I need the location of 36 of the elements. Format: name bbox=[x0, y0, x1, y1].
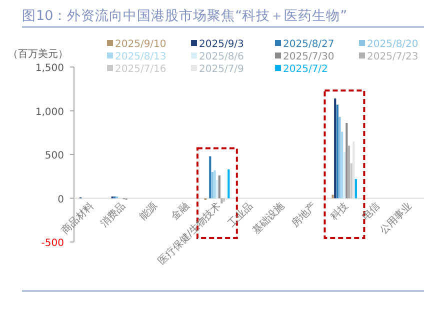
legend-label: 2025/9/3 bbox=[199, 39, 244, 50]
chart-title: 图10：外资流向中国港股市场聚焦“科技＋医药生物” bbox=[22, 8, 348, 24]
bar bbox=[352, 141, 355, 198]
x-tick-label: 电信 bbox=[360, 200, 382, 223]
bar bbox=[338, 116, 341, 198]
bar bbox=[332, 194, 334, 198]
bar bbox=[343, 152, 346, 198]
bar bbox=[211, 172, 214, 198]
x-tick-label: 房地产 bbox=[289, 200, 319, 230]
x-tick-label: 金融 bbox=[168, 200, 192, 223]
x-tick-label: 消费品 bbox=[98, 200, 128, 230]
y-tick-label: 1,000 bbox=[35, 106, 64, 118]
bar bbox=[209, 156, 212, 198]
bar bbox=[228, 169, 230, 198]
y-axis-title: （百万美元） bbox=[8, 48, 68, 60]
bar bbox=[354, 179, 357, 198]
bar bbox=[220, 198, 223, 204]
bar bbox=[348, 146, 350, 198]
bar bbox=[222, 198, 226, 202]
y-tick-label: 0 bbox=[58, 194, 64, 206]
bar bbox=[214, 170, 216, 198]
bar bbox=[340, 132, 344, 198]
x-tick-label: 能源 bbox=[137, 200, 160, 223]
bar bbox=[216, 180, 218, 198]
y-tick-label: -500 bbox=[41, 238, 64, 249]
bar bbox=[218, 176, 220, 198]
bar bbox=[350, 163, 352, 198]
bar bbox=[334, 98, 336, 198]
bar bbox=[346, 123, 348, 198]
y-tick-label: 1,500 bbox=[35, 63, 64, 74]
legend-label: 2025/8/6 bbox=[199, 52, 244, 62]
legend-label: 2025/7/2 bbox=[283, 64, 328, 75]
legend-label: 2025/7/9 bbox=[199, 64, 244, 75]
x-tick-label: 科技 bbox=[328, 200, 351, 223]
bar bbox=[336, 104, 338, 198]
y-tick-label: 500 bbox=[44, 150, 64, 162]
